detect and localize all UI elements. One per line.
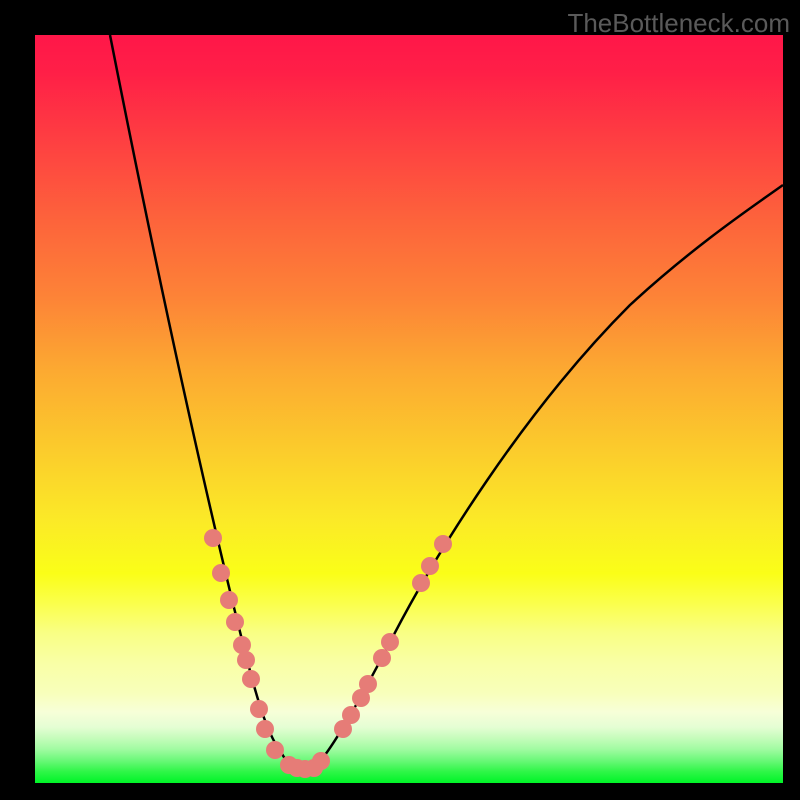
- data-marker: [237, 651, 255, 669]
- plot-svg: [35, 35, 783, 783]
- data-marker: [226, 613, 244, 631]
- data-marker: [312, 752, 330, 770]
- plot-area: [35, 35, 783, 783]
- data-marker: [359, 675, 377, 693]
- data-marker: [342, 706, 360, 724]
- data-marker: [412, 574, 430, 592]
- data-marker: [212, 564, 230, 582]
- data-marker: [220, 591, 238, 609]
- data-marker: [250, 700, 268, 718]
- canvas: TheBottleneck.com: [0, 0, 800, 800]
- data-marker: [373, 649, 391, 667]
- data-marker: [434, 535, 452, 553]
- data-marker: [381, 633, 399, 651]
- plot-background: [35, 35, 783, 783]
- data-marker: [204, 529, 222, 547]
- data-marker: [242, 670, 260, 688]
- data-marker: [256, 720, 274, 738]
- data-marker: [266, 741, 284, 759]
- data-marker: [421, 557, 439, 575]
